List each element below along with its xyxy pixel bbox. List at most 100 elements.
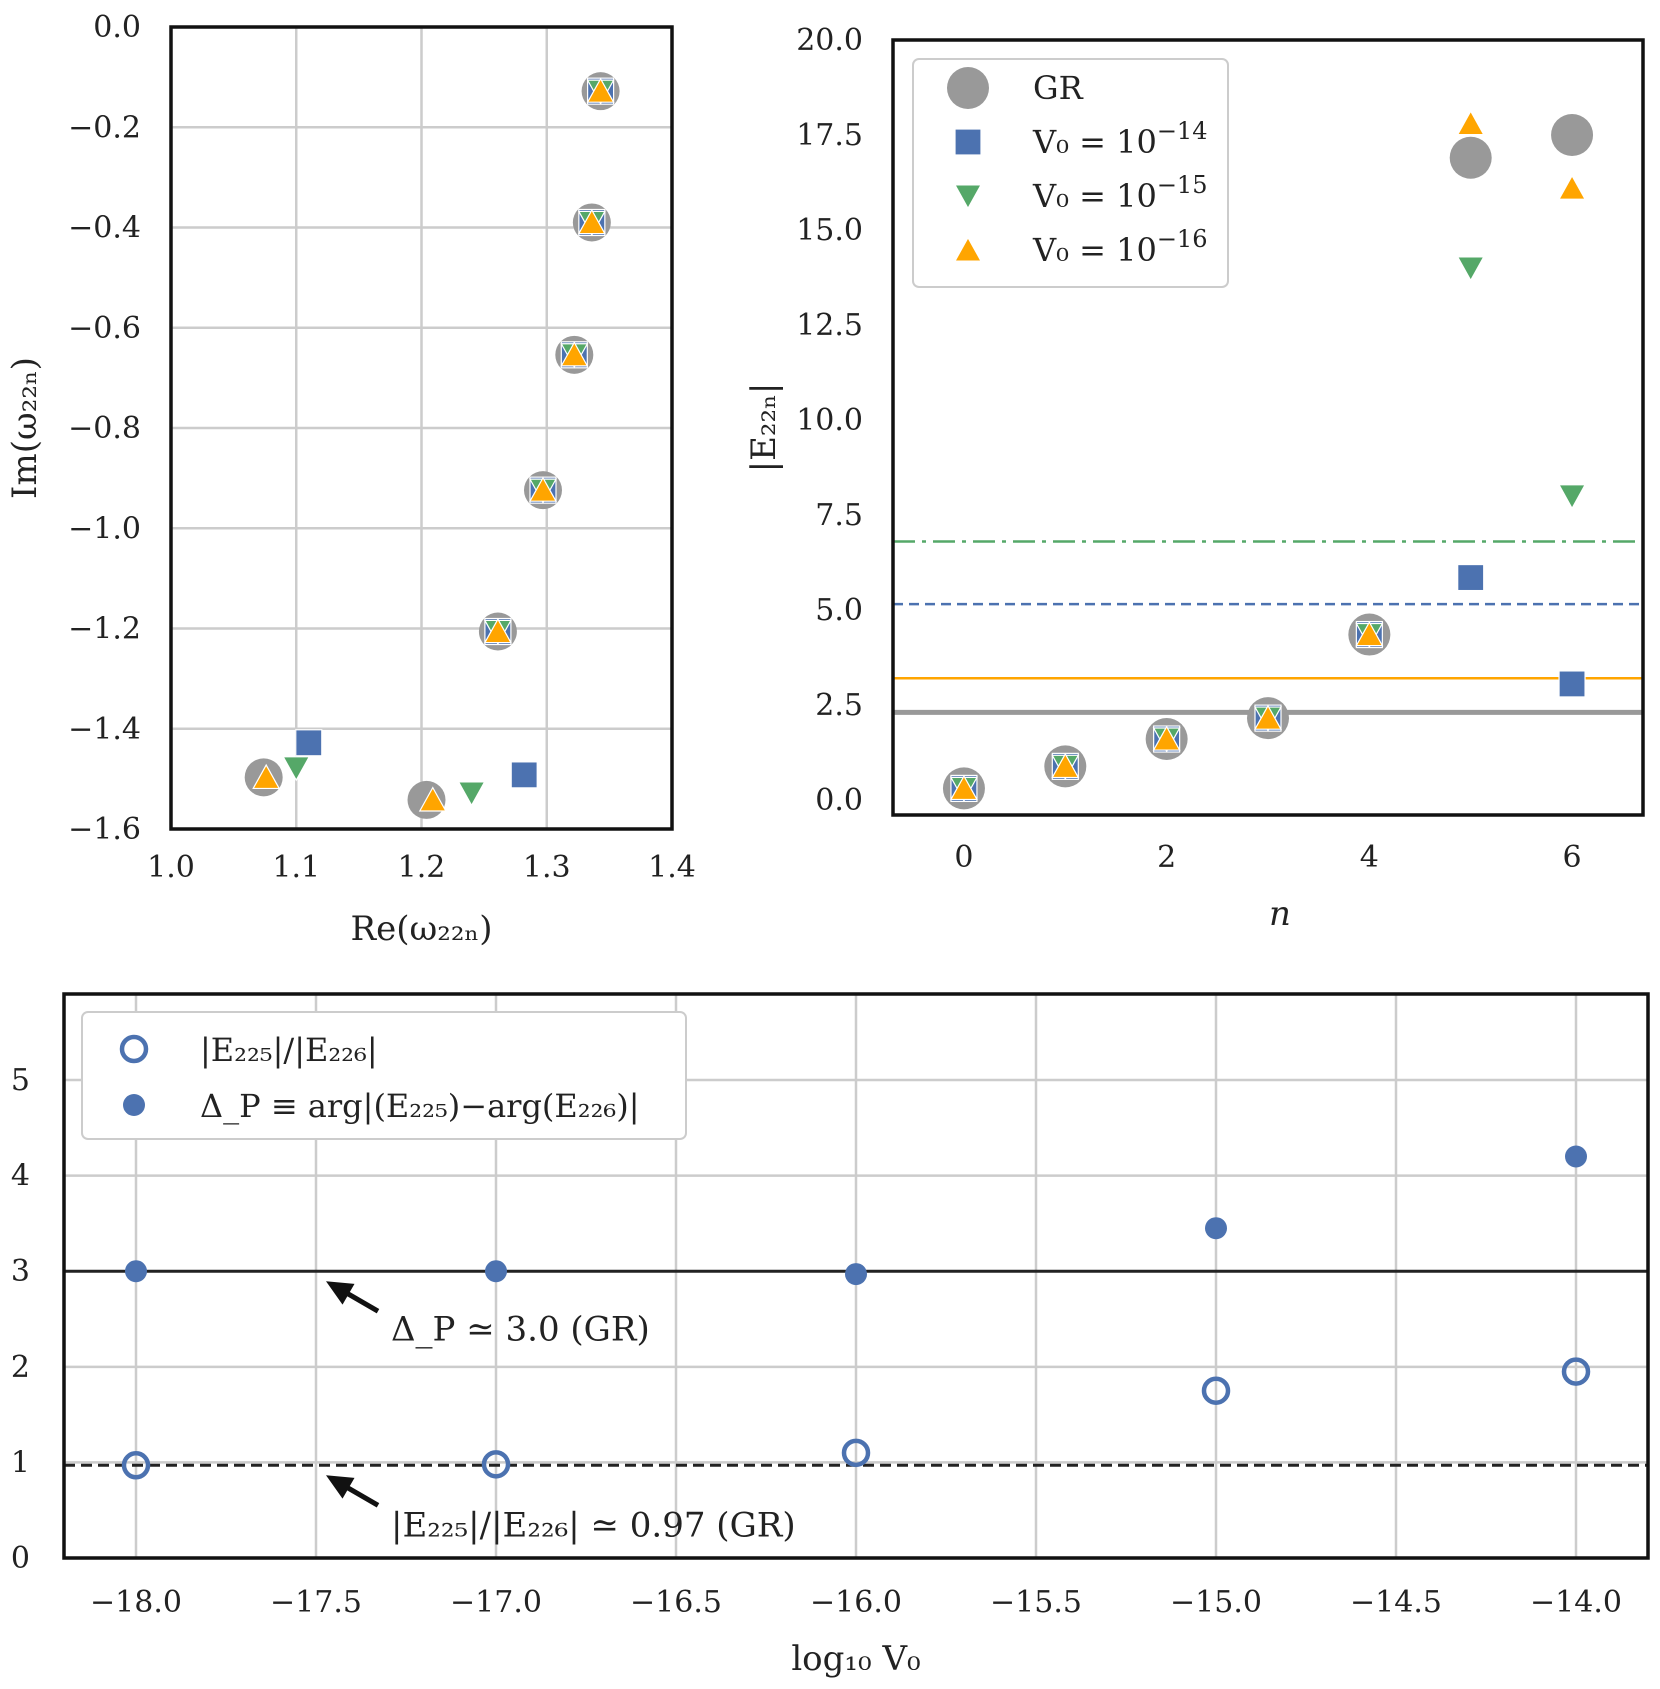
- x-tick-label: −15.5: [990, 1585, 1082, 1620]
- data-point-square: [295, 729, 323, 757]
- y-tick-label: 3: [11, 1254, 30, 1289]
- data-point-triangle-up: [560, 341, 589, 367]
- data-point-square: [510, 761, 538, 789]
- legend-label: Δ_P ≡ arg|(E₂₂₅)−arg(E₂₂₆)|: [200, 1087, 640, 1125]
- y-tick-label: −1.0: [68, 511, 141, 546]
- x-tick-label: −14.0: [1530, 1585, 1622, 1620]
- x-tick-label: 0: [954, 840, 973, 875]
- y-axis-label: |E₂₂ₙ|: [744, 383, 784, 473]
- annotation-arrow-head: [326, 1475, 355, 1499]
- data-point-filled-circle: [845, 1263, 867, 1286]
- data-point-triangle-up: [418, 786, 447, 812]
- legend-box: [81, 1011, 687, 1140]
- y-tick-label: 5: [11, 1063, 30, 1098]
- x-tick-label: −14.5: [1350, 1585, 1442, 1620]
- annotation-arrow-head: [326, 1281, 355, 1305]
- legend-marker: [123, 1094, 145, 1116]
- excitation-amplitude-panel: 0 2 4 6 0.0 2.5 5.0 7.5 10.0 12.5 15.0 17.5 20.0 GR V₀…: [744, 23, 1645, 934]
- data-point-open-circle: [1201, 1376, 1231, 1405]
- x-tick-label: 4: [1360, 840, 1379, 875]
- x-tick-label: 6: [1563, 840, 1582, 875]
- legend-marker: [953, 236, 983, 262]
- legend-marker: [947, 67, 989, 109]
- y-tick-label: −0.6: [68, 311, 141, 346]
- legend-box: [912, 58, 1229, 288]
- data-point-triangle-up: [1558, 174, 1587, 200]
- x-tick-label: −18.0: [90, 1585, 182, 1620]
- x-tick-label: −17.0: [450, 1585, 542, 1620]
- axes-frame: [169, 25, 674, 831]
- data-point-filled-circle: [125, 1260, 147, 1283]
- x-tick-label: −16.0: [810, 1585, 902, 1620]
- y-tick-label: −0.8: [68, 411, 141, 446]
- data-point-triangle-up: [1051, 752, 1080, 779]
- legend-label: GR: [1033, 69, 1084, 107]
- y-tick-label: 0.0: [815, 783, 863, 818]
- legend-label: V₀ = 10−16: [1032, 225, 1207, 269]
- data-point-circle: [1449, 136, 1492, 179]
- y-tick-label: 4: [11, 1159, 30, 1194]
- y-tick-label: −1.6: [68, 812, 141, 847]
- x-tick-label: 1.1: [272, 850, 320, 885]
- legend-label-base: GR: [1033, 69, 1084, 107]
- gr-ratio-annotation: |E₂₂₅|/|E₂₂₆| ≃ 0.97 (GR): [391, 1506, 796, 1546]
- legend-label-exponent: −14: [1157, 117, 1208, 145]
- x-tick-label: −17.5: [270, 1585, 362, 1620]
- data-point-open-circle: [841, 1438, 871, 1468]
- data-point-triangle-up: [1253, 704, 1283, 730]
- legend-label-exponent: −15: [1157, 171, 1208, 199]
- legend-label: V₀ = 10−15: [1032, 171, 1207, 215]
- data-point-triangle-up: [1152, 725, 1181, 751]
- legend-label-base: V₀ = 10: [1032, 177, 1157, 215]
- legend-marker: [119, 1034, 149, 1064]
- data-point-filled-circle: [1205, 1217, 1227, 1240]
- gr-phase-annotation: Δ_P ≃ 3.0 (GR): [391, 1310, 650, 1350]
- axes-frame: [891, 38, 1645, 817]
- data-point-triangle-up: [1456, 109, 1485, 136]
- y-tick-label: 2.5: [815, 688, 863, 723]
- data-point-triangle-up: [1355, 620, 1384, 647]
- y-tick-label: 20.0: [796, 23, 863, 58]
- x-tick-label: −15.0: [1170, 1585, 1262, 1620]
- data-point-triangle-up: [528, 476, 558, 502]
- legend-marker: [953, 184, 983, 210]
- x-tick-label: 1.2: [398, 850, 446, 885]
- legend-label: |E₂₂₅|/|E₂₂₆|: [200, 1031, 378, 1069]
- x-axis-label: Re(ω₂₂ₙ): [351, 909, 493, 949]
- y-tick-label: 17.5: [796, 118, 863, 153]
- x-axis-label: log₁₀ V₀: [791, 1639, 920, 1679]
- legend-label-base: V₀ = 10: [1032, 123, 1157, 161]
- data-point-triangle-down: [1456, 256, 1485, 282]
- data-point-triangle-down: [1558, 484, 1587, 510]
- y-axis-label: Im(ω₂₂ₙ): [5, 357, 45, 499]
- legend-label-base: V₀ = 10: [1032, 231, 1157, 269]
- x-tick-label: −16.5: [630, 1585, 722, 1620]
- legend-marker: [954, 128, 982, 156]
- data-point-triangle-up: [483, 617, 512, 644]
- amplitude-ratio-panel: −18.0 −17.5 −17.0 −16.5 −16.0 −15.5 −15.0 −14.5…: [11, 992, 1650, 1679]
- y-tick-label: 12.5: [796, 308, 863, 343]
- data-point-square: [1558, 670, 1586, 698]
- data-point-circle: [1551, 113, 1594, 156]
- data-point-triangle-down: [457, 781, 486, 807]
- x-tick-label: 2: [1157, 840, 1176, 875]
- y-tick-label: 10.0: [796, 403, 863, 438]
- data-point-triangle-up: [577, 208, 606, 235]
- qnm-spectrum-panel: 1.0 1.1 1.2 1.3 1.4 0.0 −0.2 −0.4 −0.6 −0.8 −1.0 −1…: [5, 10, 696, 949]
- y-tick-label: −0.2: [68, 110, 141, 145]
- y-tick-label: 5.0: [815, 593, 863, 628]
- y-tick-label: 15.0: [796, 213, 863, 248]
- y-tick-label: 7.5: [815, 498, 863, 533]
- data-point-open-circle: [121, 1451, 151, 1480]
- y-tick-label: −1.4: [68, 712, 141, 747]
- y-tick-label: 0: [11, 1541, 30, 1576]
- data-point-filled-circle: [485, 1260, 507, 1283]
- x-tick-label: 1.4: [648, 850, 696, 885]
- data-point-square: [1457, 563, 1485, 592]
- y-tick-label: −0.4: [68, 211, 141, 246]
- data-point-open-circle: [481, 1450, 511, 1479]
- data-point-triangle-up: [586, 77, 615, 103]
- x-axis-label: n: [1269, 894, 1291, 934]
- data-point-filled-circle: [1565, 1145, 1587, 1168]
